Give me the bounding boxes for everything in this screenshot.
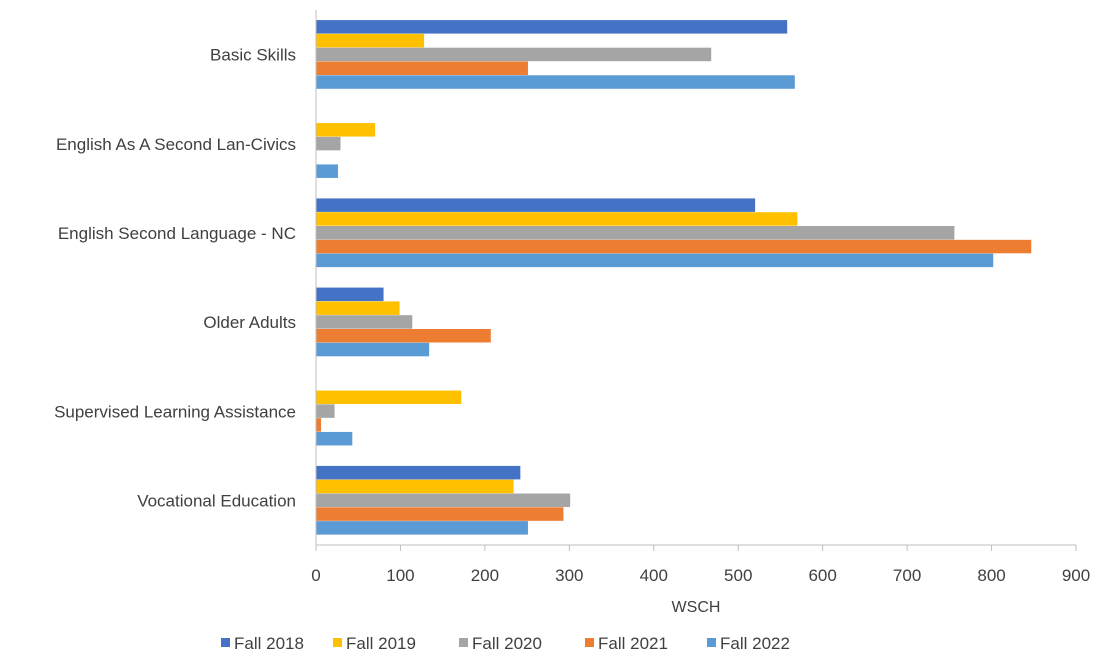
bar-fall-2018-0 — [316, 20, 788, 34]
bar-fall-2018-3 — [316, 287, 384, 302]
bar-fall-2021-4 — [316, 418, 322, 432]
category-label: Vocational Education — [137, 491, 296, 510]
x-tick-label: 800 — [977, 566, 1005, 585]
legend-label: Fall 2021 — [598, 634, 668, 653]
x-tick-label: 400 — [640, 566, 668, 585]
bar-fall-2019-2 — [316, 212, 798, 226]
bar-fall-2020-2 — [316, 226, 955, 240]
category-label: Older Adults — [203, 313, 296, 332]
bar-fall-2022-1 — [316, 164, 338, 178]
legend-swatch — [459, 638, 468, 647]
x-tick-label: 100 — [386, 566, 414, 585]
category-label: English As A Second Lan-Civics — [56, 135, 296, 154]
legend-label: Fall 2020 — [472, 634, 542, 653]
bar-fall-2019-1 — [316, 123, 376, 137]
x-axis: 0 100 200 300 400 500 600 700 800 900 — [311, 545, 1090, 585]
y-axis: Basic Skills English As A Second Lan-Civi… — [54, 46, 296, 511]
x-tick-label: 200 — [471, 566, 499, 585]
bar-fall-2019-5 — [316, 479, 514, 494]
bar-fall-2021-3 — [316, 328, 491, 343]
legend-swatch — [333, 638, 342, 647]
bar-fall-2020-3 — [316, 315, 413, 329]
bar-fall-2022-3 — [316, 342, 430, 357]
x-tick-label: 500 — [724, 566, 752, 585]
bar-fall-2022-5 — [316, 521, 528, 535]
x-tick-label: 0 — [311, 566, 320, 585]
bar-fall-2019-3 — [316, 301, 400, 315]
x-tick-label: 600 — [808, 566, 836, 585]
x-tick-label: 300 — [555, 566, 583, 585]
legend: Fall 2018 Fall 2019 Fall 2020 Fall 2021 Fall… — [221, 634, 790, 653]
category-label: Basic Skills — [210, 46, 296, 65]
x-axis-title: WSCH — [672, 599, 721, 616]
legend-label: Fall 2022 — [720, 634, 790, 653]
plot-area — [316, 20, 1032, 535]
bar-fall-2022-2 — [316, 253, 994, 268]
legend-label: Fall 2019 — [346, 634, 416, 653]
legend-swatch — [221, 638, 230, 647]
bar-fall-2021-0 — [316, 61, 528, 75]
bar-fall-2022-4 — [316, 431, 353, 446]
category-label: English Second Language - NC — [58, 224, 296, 243]
legend-swatch — [707, 638, 716, 647]
x-tick-label: 700 — [893, 566, 921, 585]
bar-fall-2020-5 — [316, 493, 571, 508]
bar-fall-2018-2 — [316, 198, 756, 212]
bar-fall-2019-4 — [316, 390, 462, 405]
bar-fall-2022-0 — [316, 75, 795, 89]
bar-fall-2020-1 — [316, 136, 341, 151]
bar-fall-2021-5 — [316, 507, 564, 521]
legend-label: Fall 2018 — [234, 634, 304, 653]
x-tick-label: 900 — [1062, 566, 1090, 585]
bar-fall-2018-5 — [316, 465, 521, 480]
bar-fall-2020-4 — [316, 404, 335, 418]
legend-swatch — [585, 638, 594, 647]
bar-fall-2019-0 — [316, 33, 425, 48]
bar-fall-2021-2 — [316, 239, 1032, 254]
category-label: Supervised Learning Assistance — [54, 402, 296, 421]
bar-fall-2020-0 — [316, 47, 712, 62]
